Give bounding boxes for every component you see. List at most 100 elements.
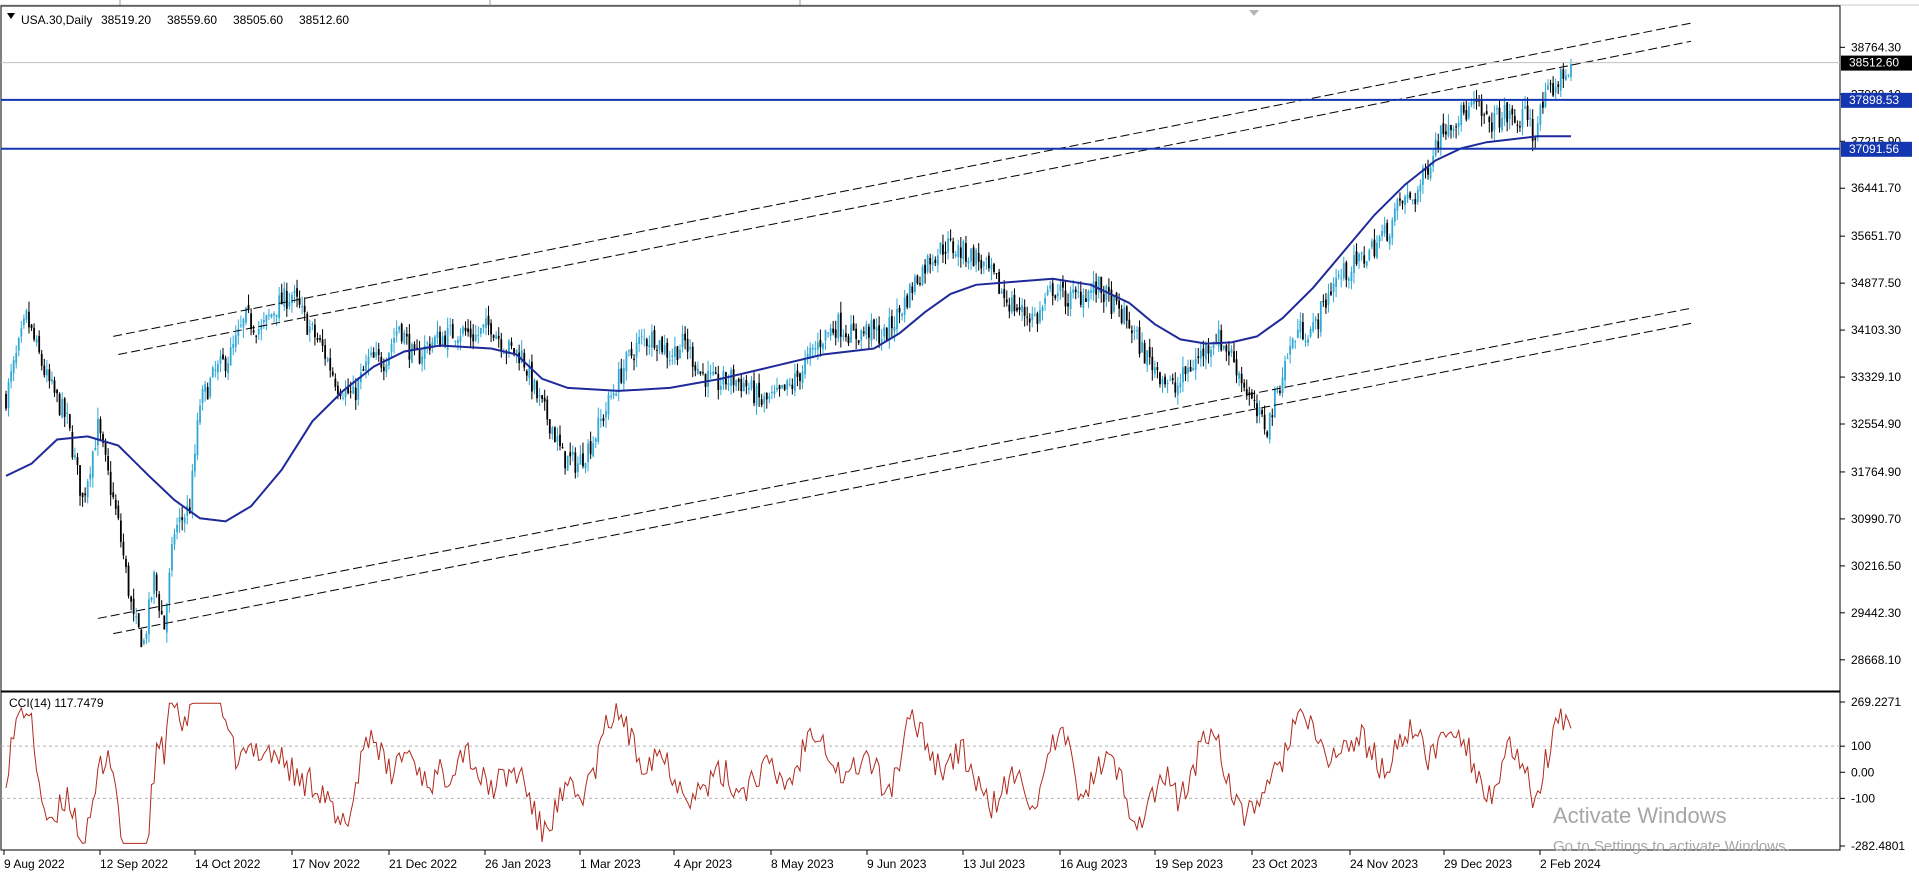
candle <box>250 308 252 336</box>
candle <box>91 450 94 488</box>
candle <box>56 388 58 403</box>
candle <box>957 239 960 267</box>
candle <box>306 311 309 336</box>
candle <box>625 350 628 381</box>
candle <box>1388 233 1391 250</box>
candle <box>1457 115 1460 136</box>
candle <box>681 325 684 353</box>
candle <box>1401 200 1404 210</box>
candle <box>786 378 789 396</box>
candle <box>35 335 38 347</box>
candle <box>234 325 237 353</box>
candle <box>630 341 633 359</box>
candle <box>845 324 847 342</box>
candle <box>684 326 686 350</box>
candle <box>778 384 781 397</box>
candle <box>719 376 722 396</box>
channel-trendline[interactable] <box>113 22 1692 337</box>
candle <box>947 231 949 260</box>
candle <box>1059 280 1062 300</box>
candle <box>239 315 242 329</box>
candle <box>709 364 712 379</box>
candle <box>819 329 822 357</box>
candle <box>551 425 554 440</box>
candle <box>1391 217 1394 246</box>
candle <box>1330 282 1332 297</box>
candle <box>1026 306 1029 326</box>
candle <box>342 392 344 401</box>
candle <box>1021 298 1023 321</box>
time-axis[interactable]: 9 Aug 2022 12 Sep 2022 14 Oct 2022 17 Nov 2… <box>3 850 1601 871</box>
candle <box>176 517 178 540</box>
candle <box>467 319 469 337</box>
candle <box>735 379 738 391</box>
indicator-axis-label: -100 <box>1851 791 1875 805</box>
candle <box>788 377 791 387</box>
candle <box>702 363 704 376</box>
candle <box>745 375 748 395</box>
candle <box>1347 276 1350 289</box>
candle <box>1123 301 1126 325</box>
channel-trendline[interactable] <box>113 322 1692 635</box>
channel-lines-layer[interactable] <box>1 22 1840 635</box>
candle <box>860 329 863 351</box>
candle <box>1051 279 1054 306</box>
candle <box>130 595 132 611</box>
candle <box>40 349 43 371</box>
candle <box>1166 379 1169 394</box>
cci-level-lines <box>1 745 1840 799</box>
candle <box>1107 278 1110 302</box>
candle <box>1261 407 1263 418</box>
channel-trendline[interactable] <box>118 40 1692 356</box>
indicator-axis[interactable]: 269.2271 100 0.00 -100 -282.4801 <box>1840 695 1905 853</box>
candle <box>1444 123 1447 140</box>
candle <box>89 466 92 488</box>
candle <box>495 331 498 340</box>
candle <box>1465 100 1468 122</box>
time-axis-label: 4 Apr 2023 <box>674 857 732 871</box>
time-axis-label: 1 Mar 2023 <box>580 857 641 871</box>
candle <box>229 337 232 366</box>
candle <box>1268 412 1271 444</box>
candle <box>464 321 467 336</box>
time-axis-label: 13 Jul 2023 <box>963 857 1025 871</box>
chart-shift-marker[interactable] <box>1249 10 1259 16</box>
candle <box>1332 277 1335 303</box>
symbol-menu-icon[interactable] <box>7 13 15 19</box>
candle <box>755 383 758 415</box>
ohlc-low: 38505.60 <box>233 13 283 27</box>
candle <box>273 311 275 323</box>
candle <box>1455 123 1458 139</box>
candle <box>1396 197 1399 221</box>
candle <box>1381 224 1383 242</box>
candle <box>781 384 784 390</box>
ohlc-open: 38519.20 <box>101 13 151 27</box>
candle <box>395 320 398 343</box>
candle <box>1289 336 1292 364</box>
candle <box>43 358 46 378</box>
activate-windows-subtitle: Go to Settings to activate Windows. <box>1553 838 1790 855</box>
candle <box>671 348 674 365</box>
candle <box>1235 350 1238 384</box>
time-axis-label: 19 Sep 2023 <box>1155 857 1223 871</box>
candle <box>834 320 837 346</box>
candle <box>132 588 135 622</box>
candle <box>1399 192 1401 207</box>
candle <box>398 325 401 334</box>
candle <box>903 289 906 323</box>
channel-trendline[interactable] <box>97 307 1692 619</box>
candle <box>216 360 219 381</box>
candle <box>1074 286 1077 300</box>
candle <box>285 282 288 317</box>
candle <box>857 340 860 346</box>
candle <box>847 333 850 346</box>
candle <box>1171 373 1174 385</box>
candle <box>656 344 658 362</box>
candle <box>275 314 278 326</box>
candle <box>319 334 321 343</box>
candle <box>1110 281 1113 319</box>
candle <box>63 397 66 428</box>
candle <box>852 315 855 331</box>
candle <box>1220 324 1223 352</box>
